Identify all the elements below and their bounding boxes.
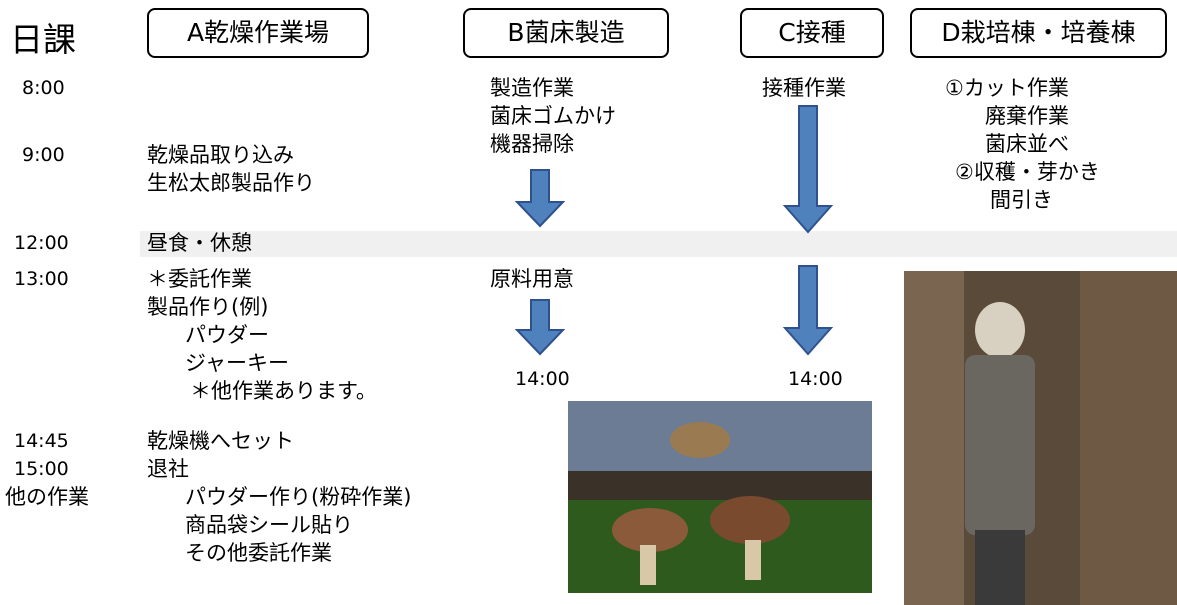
task: ジャーキー [185,351,289,375]
time: 14:45 [14,430,69,452]
time: 8:00 [22,77,65,99]
task: 退社 [147,457,189,481]
task: 菌床ゴムかけ [490,104,616,128]
task: パウダー作り(粉砕作業) [185,485,412,509]
column-header: B菌床製造 [463,8,669,58]
task: 製品作り(例) [147,295,269,319]
time: 9:00 [22,144,65,166]
column-header: A乾燥作業場 [147,8,369,58]
task: 製造作業 [490,76,574,100]
task: ＊委託作業 [147,267,252,291]
task: 原料用意 [490,267,574,291]
arrow [514,169,566,228]
lunch-band [140,231,1177,257]
task: 菌床並べ [985,132,1069,156]
column-header: D栽培棟・培養棟 [910,8,1167,58]
task: パウダー [185,323,269,347]
arrows [514,105,834,356]
task: 接種作業 [762,76,846,100]
time: 他の作業 [5,485,89,509]
time: 13:00 [14,268,69,290]
task: その他委託作業 [185,541,332,565]
time: 12:00 [14,232,69,254]
task: 乾燥品取り込み [147,143,294,167]
task: 間引き [990,188,1053,212]
task: 商品袋シール貼り [185,513,353,537]
task: 昼食・休憩 [147,231,252,255]
task: 乾燥機へセット [147,429,294,453]
column-header: C接種 [740,8,884,58]
task: ①カット作業 [945,76,1069,100]
arrow [782,105,834,234]
task: 機器掃除 [490,132,574,156]
task: ②収穫・芽かき [955,160,1100,184]
title: 日課 [10,20,76,59]
mushroom-photo [568,401,872,593]
time: 15:00 [14,458,69,480]
task: ＊他作業あります。 [190,379,377,403]
end-time: 14:00 [515,368,570,390]
end-time: 14:00 [788,368,843,390]
arrow [514,299,566,356]
task: 生松太郎製品作り [147,171,315,195]
arrow [782,265,834,356]
worker-photo [904,271,1177,605]
task: 廃棄作業 [985,104,1069,128]
